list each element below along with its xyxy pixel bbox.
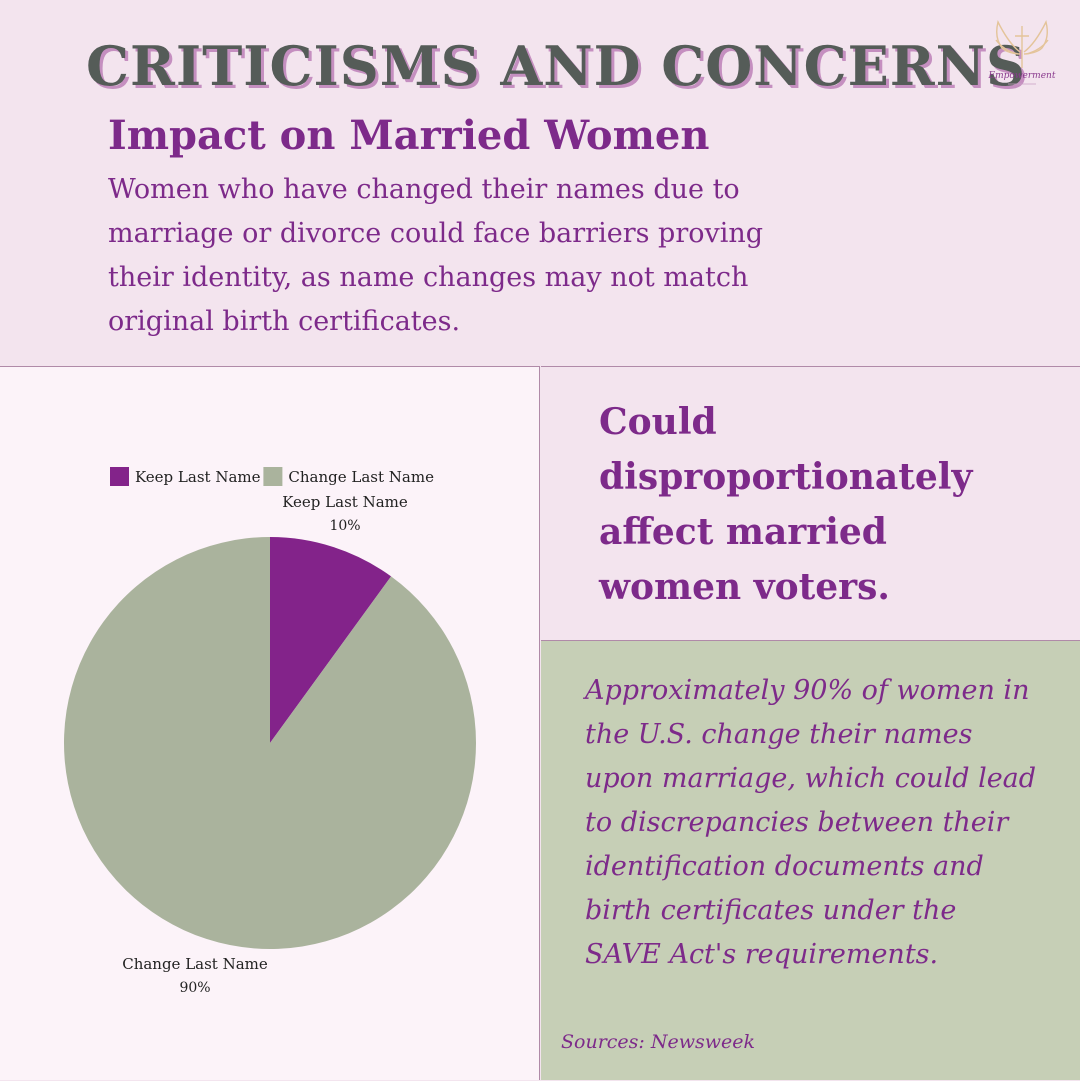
slice-value-change-last-name: 90% [179,980,210,996]
fact-text: Approximately 90% of women in the U.S. c… [585,675,1037,970]
section-heading: Impact on Married Women [108,112,710,159]
slice-label-change-last-name: Change Last Name [122,955,268,973]
logo-text: Empowerment [988,71,1056,81]
pie-slice-change-last-name [63,537,476,949]
slice-label-keep-last-name: Keep Last Name [282,493,408,511]
source-citation: Sources: Newsweek [561,1031,755,1053]
intro-paragraph: Women who have changed their names due t… [108,174,764,337]
logo-icon: Empowerment [982,16,1062,92]
fact-panel: Approximately 90% of women in the U.S. c… [541,641,1080,1080]
pie-slice-keep-last-name [270,537,392,743]
callout-text: Could disproportionately affect married … [599,401,973,608]
slice-value-keep-last-name: 10% [329,518,360,534]
legend-swatch-keep-last-name [110,467,129,486]
legend-label-keep-last-name: Keep Last Name [135,468,261,486]
chart-panel: Keep Last Name Change Last Name Keep Last… [0,366,540,1080]
pie-chart: Keep Last Name Change Last Name Keep Last… [63,467,476,996]
pie-slices [63,537,476,949]
pie-data-labels: Keep Last Name 10% Change Last Name 90% [122,493,408,996]
page-title: CRITICISMS AND CONCERNS [86,34,1026,98]
chart-legend: Keep Last Name Change Last Name [110,467,434,486]
callout-panel: Could disproportionately affect married … [541,366,1080,641]
legend-swatch-change-last-name [263,467,283,486]
header-section: CRITICISMS AND CONCERNS Empowerment Impa… [0,0,1080,366]
legend-label-change-last-name: Change Last Name [288,468,434,486]
